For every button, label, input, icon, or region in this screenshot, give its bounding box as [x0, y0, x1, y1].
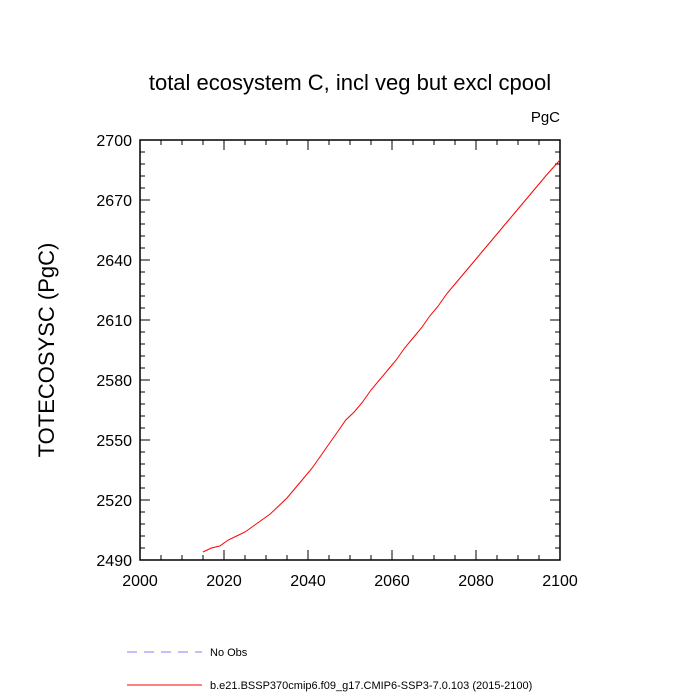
y-tick-label: 2640	[96, 253, 132, 270]
legend-label-model-run: b.e21.BSSP370cmip6.f09_g17.CMIP6-SSP3-7.…	[210, 680, 532, 692]
x-tick-label: 2040	[290, 573, 326, 590]
y-tick-label: 2580	[96, 373, 132, 390]
y-axis-label: TOTECOSYSC (PgC)	[34, 243, 59, 458]
chart-title: total ecosystem C, incl veg but excl cpo…	[149, 70, 551, 95]
y-tick-label: 2610	[96, 313, 132, 330]
x-tick-label: 2020	[206, 573, 242, 590]
y-tick-label: 2490	[96, 553, 132, 570]
major-ticks	[139, 139, 561, 561]
series-layer	[202, 159, 561, 553]
minor-ticks	[140, 140, 560, 560]
y-tick-label: 2520	[96, 493, 132, 510]
legend: No Obs b.e21.BSSP370cmip6.f09_g17.CMIP6-…	[127, 647, 532, 692]
x-tick-label: 2100	[542, 573, 578, 590]
y-tick-label: 2670	[96, 193, 132, 210]
x-tick-label: 2080	[458, 573, 494, 590]
x-tick-label: 2000	[122, 573, 158, 590]
plot-frame	[139, 139, 561, 561]
y-tick-label: 2550	[96, 433, 132, 450]
units-label: PgC	[531, 109, 560, 126]
legend-label-no-obs: No Obs	[210, 647, 248, 659]
series-line-0	[202, 159, 561, 553]
tick-labels: 2000 2020 2040 2060 2080 2100 2490 2520 2550 2580…	[96, 133, 577, 590]
x-tick-label: 2060	[374, 573, 410, 590]
y-tick-label: 2700	[96, 133, 132, 150]
